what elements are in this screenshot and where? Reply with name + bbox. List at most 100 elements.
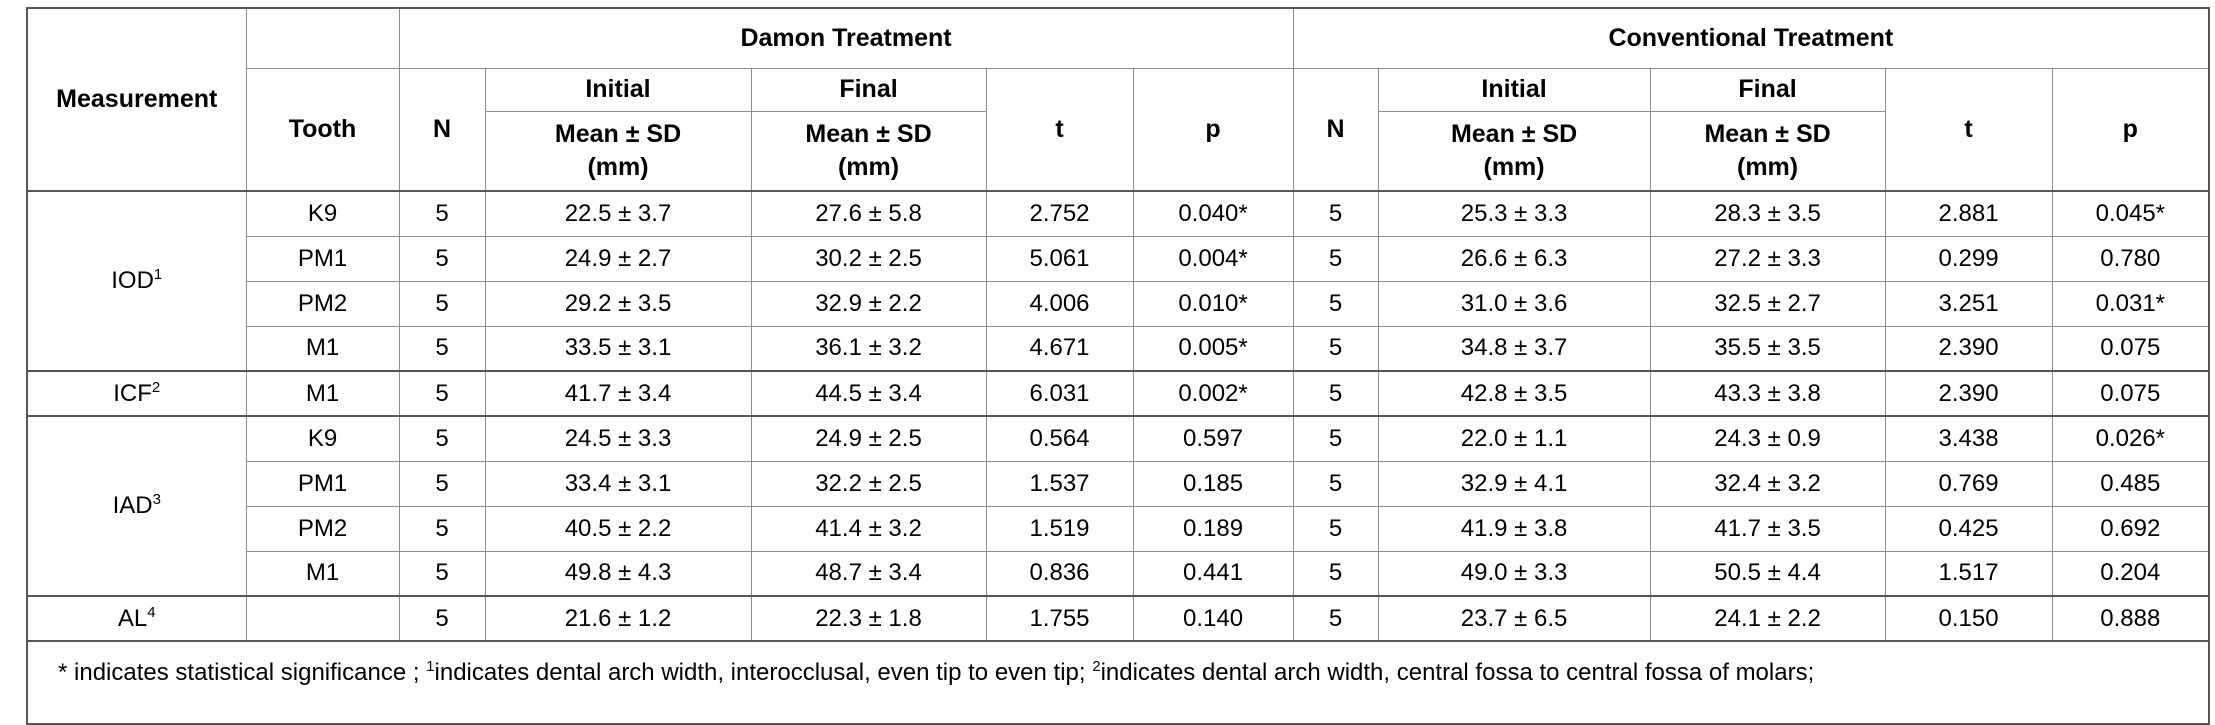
cell-n: 5 bbox=[398, 415, 486, 462]
cell-p: 0.040* bbox=[1132, 190, 1294, 237]
cell-n: 5 bbox=[1292, 325, 1379, 372]
cell-n: 5 bbox=[1292, 595, 1379, 642]
table-row: M1 5 49.8 ± 4.3 48.7 ± 3.4 0.836 0.441 5… bbox=[27, 550, 2210, 597]
cell-final-mean: 50.5 ± 4.4 bbox=[1649, 550, 1886, 597]
cell-tooth bbox=[245, 595, 400, 642]
measurement-text: ICF bbox=[113, 379, 152, 407]
footnote-text: indicates dental arch width, central fos… bbox=[1100, 659, 1815, 686]
cell-p: 0.189 bbox=[1132, 505, 1294, 552]
cell-initial-mean: 24.5 ± 3.3 bbox=[484, 415, 752, 462]
cell-final-mean: 44.5 ± 3.4 bbox=[750, 370, 987, 417]
cell-t: 1.755 bbox=[985, 595, 1134, 642]
treatment-comparison-table: Measurement Damon Treatment Conventional… bbox=[26, 7, 2211, 725]
cell-final-mean: 48.7 ± 3.4 bbox=[750, 550, 987, 597]
cell-n: 5 bbox=[398, 370, 486, 417]
cell-n: 5 bbox=[1292, 280, 1379, 327]
cell-n: 5 bbox=[1292, 370, 1379, 417]
header-p-damon: p bbox=[1132, 67, 1294, 192]
cell-initial-mean: 41.9 ± 3.8 bbox=[1377, 505, 1651, 552]
cell-final-mean: 32.4 ± 3.2 bbox=[1649, 460, 1886, 507]
cell-p: 0.441 bbox=[1132, 550, 1294, 597]
cell-initial-mean: 41.7 ± 3.4 bbox=[484, 370, 752, 417]
cell-final-mean: 32.9 ± 2.2 bbox=[750, 280, 987, 327]
cell-t: 2.390 bbox=[1884, 325, 2053, 372]
cell-n: 5 bbox=[398, 235, 486, 282]
footnote-text: * indicates statistical significance ; bbox=[58, 659, 427, 686]
header-mean-sd-final-damon: Mean ± SD (mm) bbox=[750, 110, 987, 192]
cell-p: 0.597 bbox=[1132, 415, 1294, 462]
cell-initial-mean: 25.3 ± 3.3 bbox=[1377, 190, 1651, 237]
cell-final-mean: 36.1 ± 3.2 bbox=[750, 325, 987, 372]
cell-p: 0.010* bbox=[1132, 280, 1294, 327]
cell-t: 3.251 bbox=[1884, 280, 2053, 327]
cell-t: 0.150 bbox=[1884, 595, 2053, 642]
table-row: PM1 5 24.9 ± 2.7 30.2 ± 2.5 5.061 0.004*… bbox=[27, 235, 2210, 282]
cell-initial-mean: 22.5 ± 3.7 bbox=[484, 190, 752, 237]
measurement-label-al: AL4 bbox=[26, 595, 247, 642]
cell-initial-mean: 33.4 ± 3.1 bbox=[484, 460, 752, 507]
footnote-text: indicates dental arch width, interocclus… bbox=[434, 659, 1093, 686]
footnote-superscript: 2 bbox=[1092, 658, 1101, 675]
cell-initial-mean: 29.2 ± 3.5 bbox=[484, 280, 752, 327]
cell-t: 4.671 bbox=[985, 325, 1134, 372]
mm-label: (mm) bbox=[587, 152, 649, 181]
cell-initial-mean: 31.0 ± 3.6 bbox=[1377, 280, 1651, 327]
table-row: PM1 5 33.4 ± 3.1 32.2 ± 2.5 1.537 0.185 … bbox=[27, 460, 2210, 507]
header-measurement: Measurement bbox=[26, 7, 247, 192]
cell-p: 0.002* bbox=[1132, 370, 1294, 417]
cell-final-mean: 28.3 ± 3.5 bbox=[1649, 190, 1886, 237]
cell-final-mean: 24.1 ± 2.2 bbox=[1649, 595, 1886, 642]
cell-t: 1.519 bbox=[985, 505, 1134, 552]
cell-t: 0.299 bbox=[1884, 235, 2053, 282]
header-spacer bbox=[245, 7, 400, 69]
header-n-conventional: N bbox=[1292, 67, 1379, 192]
header-damon-treatment: Damon Treatment bbox=[398, 7, 1294, 69]
mean-sd-label: Mean ± SD bbox=[805, 120, 932, 149]
header-t-damon: t bbox=[985, 67, 1134, 192]
header-mean-sd-initial-damon: Mean ± SD (mm) bbox=[484, 110, 752, 192]
cell-t: 5.061 bbox=[985, 235, 1134, 282]
cell-t: 0.564 bbox=[985, 415, 1134, 462]
cell-initial-mean: 34.8 ± 3.7 bbox=[1377, 325, 1651, 372]
cell-n: 5 bbox=[1292, 235, 1379, 282]
cell-p: 0.692 bbox=[2051, 505, 2210, 552]
cell-n: 5 bbox=[1292, 190, 1379, 237]
cell-t: 1.517 bbox=[1884, 550, 2053, 597]
measurement-superscript: 2 bbox=[151, 378, 161, 396]
table-row: PM2 5 29.2 ± 3.5 32.9 ± 2.2 4.006 0.010*… bbox=[27, 280, 2210, 327]
cell-initial-mean: 49.8 ± 4.3 bbox=[484, 550, 752, 597]
cell-final-mean: 32.5 ± 2.7 bbox=[1649, 280, 1886, 327]
table-row: IAD3 K9 5 24.5 ± 3.3 24.9 ± 2.5 0.564 0.… bbox=[26, 415, 2210, 597]
header-final-damon: Final bbox=[750, 67, 987, 112]
header-mean-sd-final-conventional: Mean ± SD (mm) bbox=[1649, 110, 1886, 192]
mm-label: (mm) bbox=[1483, 152, 1545, 181]
cell-p: 0.031* bbox=[2051, 280, 2210, 327]
header-t-conventional: t bbox=[1884, 67, 2053, 192]
cell-initial-mean: 33.5 ± 3.1 bbox=[484, 325, 752, 372]
cell-initial-mean: 49.0 ± 3.3 bbox=[1377, 550, 1651, 597]
table-row: IOD1 K9 5 22.5 ± 3.7 27.6 ± 5.8 2.752 0.… bbox=[26, 190, 2210, 372]
table-row: AL4 5 21.6 ± 1.2 22.3 ± 1.8 1.755 0.140 … bbox=[26, 595, 2210, 642]
cell-initial-mean: 21.6 ± 1.2 bbox=[484, 595, 752, 642]
cell-p: 0.204 bbox=[2051, 550, 2210, 597]
cell-final-mean: 30.2 ± 2.5 bbox=[750, 235, 987, 282]
footnote-row: * indicates statistical significance ; 1… bbox=[26, 640, 2210, 725]
mean-sd-label: Mean ± SD bbox=[1450, 120, 1578, 149]
measurement-label-icf: ICF2 bbox=[26, 370, 247, 417]
cell-n: 5 bbox=[398, 325, 486, 372]
cell-tooth: M1 bbox=[245, 370, 400, 417]
cell-n: 5 bbox=[398, 595, 486, 642]
measurement-superscript: 3 bbox=[152, 491, 161, 508]
cell-initial-mean: 42.8 ± 3.5 bbox=[1377, 370, 1651, 417]
cell-final-mean: 24.9 ± 2.5 bbox=[750, 415, 987, 462]
measurement-superscript: 4 bbox=[147, 603, 156, 621]
measurement-label-iad: IAD3 bbox=[26, 415, 247, 597]
mean-sd-label: Mean ± SD bbox=[554, 120, 682, 149]
mm-label: (mm) bbox=[1737, 152, 1799, 181]
cell-n: 5 bbox=[1292, 415, 1379, 462]
cell-initial-mean: 23.7 ± 6.5 bbox=[1377, 595, 1651, 642]
cell-n: 5 bbox=[1292, 505, 1379, 552]
measurement-text: AL bbox=[117, 604, 148, 632]
cell-initial-mean: 26.6 ± 6.3 bbox=[1377, 235, 1651, 282]
cell-p: 0.075 bbox=[2051, 325, 2210, 372]
